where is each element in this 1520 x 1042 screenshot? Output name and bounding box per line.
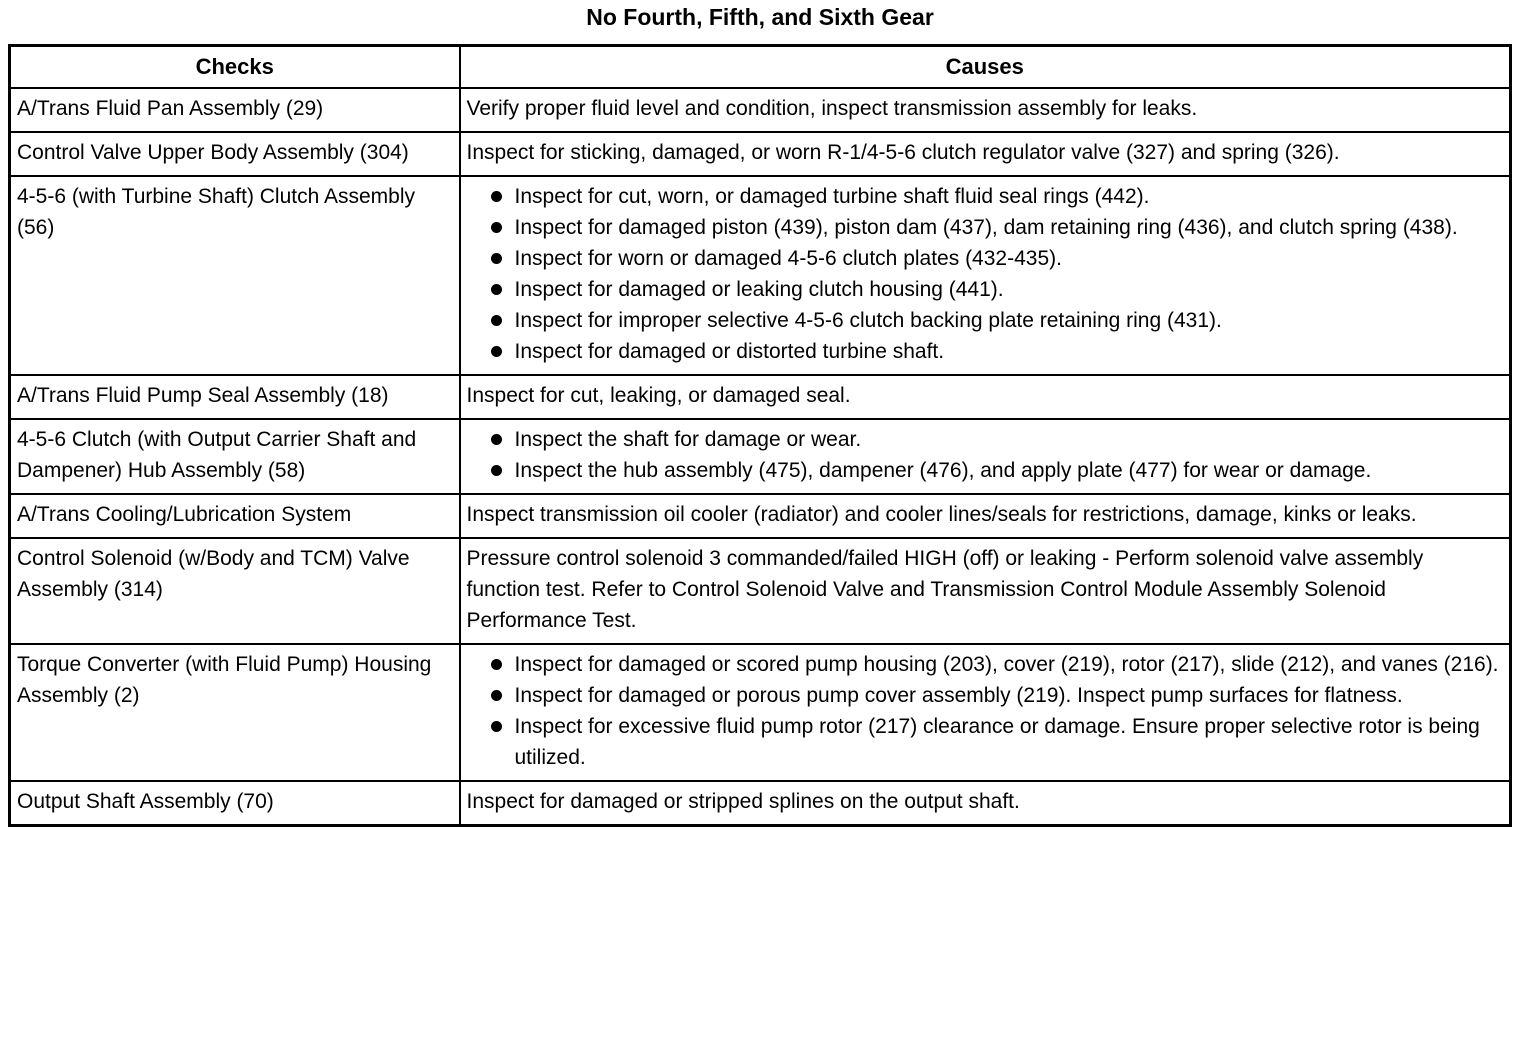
- cause-text: Inspect for damaged or stripped splines …: [466, 790, 1020, 813]
- table-row: A/Trans Fluid Pan Assembly (29) Verify pr…: [8, 87, 1512, 133]
- cause-bullet-item: Inspect for cut, worn, or damaged turbin…: [467, 181, 1502, 212]
- table-body: A/Trans Fluid Pan Assembly (29) Verify pr…: [8, 87, 1512, 827]
- cause-text: Inspect for sticking, damaged, or worn R…: [466, 141, 1340, 164]
- cause-bullet-text: Inspect the hub assembly (475), dampener…: [514, 459, 1372, 482]
- bullet-icon: [490, 346, 502, 357]
- bullet-icon: [490, 721, 502, 732]
- cause-bullet-text: Inspect the shaft for damage or wear.: [514, 428, 862, 451]
- cause-text: Verify proper fluid level and condition,…: [466, 97, 1198, 120]
- cause-text: Inspect transmission oil cooler (radiato…: [466, 503, 1417, 526]
- column-header-causes: Causes: [458, 44, 1512, 89]
- cause-bullet-item: Inspect the shaft for damage or wear.: [467, 424, 1502, 455]
- check-cell: Output Shaft Assembly (70): [8, 780, 461, 827]
- bullet-icon: [490, 191, 502, 202]
- cause-bullet-text: Inspect for damaged piston (439), piston…: [514, 216, 1458, 239]
- cause-cell: Inspect for damaged or scored pump housi…: [458, 643, 1512, 782]
- check-cell: Control Valve Upper Body Assembly (304): [8, 131, 461, 177]
- check-cell: 4-5-6 Clutch (with Output Carrier Shaft …: [8, 418, 461, 495]
- bullet-icon: [490, 284, 502, 295]
- cause-bullet-list: Inspect for damaged or scored pump housi…: [467, 649, 1502, 773]
- table-row: Torque Converter (with Fluid Pump) Housi…: [8, 643, 1512, 782]
- cause-bullet-text: Inspect for damaged or leaking clutch ho…: [514, 278, 1004, 301]
- cause-bullet-text: Inspect for damaged or scored pump housi…: [514, 653, 1499, 676]
- cause-bullet-text: Inspect for improper selective 4-5-6 clu…: [514, 309, 1222, 332]
- cause-cell: Pressure control solenoid 3 commanded/fa…: [458, 537, 1512, 645]
- check-cell: A/Trans Fluid Pan Assembly (29): [8, 87, 461, 133]
- check-cell: A/Trans Fluid Pump Seal Assembly (18): [8, 374, 461, 420]
- cause-cell: Inspect for damaged or stripped splines …: [458, 780, 1512, 827]
- bullet-icon: [490, 253, 502, 264]
- table-row: Control Solenoid (w/Body and TCM) Valve …: [8, 537, 1512, 645]
- cause-bullet-text: Inspect for cut, worn, or damaged turbin…: [514, 185, 1150, 208]
- bullet-icon: [490, 690, 502, 701]
- diagnostic-table: Checks Causes A/Trans Fluid Pan Assembly…: [8, 44, 1512, 827]
- check-cell: A/Trans Cooling/Lubrication System: [8, 493, 461, 539]
- cause-bullet-text: Inspect for worn or damaged 4-5-6 clutch…: [514, 247, 1062, 270]
- cause-bullet-item: Inspect for damaged or leaking clutch ho…: [467, 274, 1502, 305]
- check-cell: 4-5-6 (with Turbine Shaft) Clutch Assemb…: [8, 175, 461, 376]
- table-row: A/Trans Fluid Pump Seal Assembly (18) Ins…: [8, 374, 1512, 420]
- cause-cell: Inspect for sticking, damaged, or worn R…: [458, 131, 1512, 177]
- bullet-icon: [490, 659, 502, 670]
- table-row: A/Trans Cooling/Lubrication System Inspec…: [8, 493, 1512, 539]
- header-row: Checks Causes: [8, 44, 1512, 89]
- table-row: 4-5-6 (with Turbine Shaft) Clutch Assemb…: [8, 175, 1512, 376]
- bullet-icon: [490, 315, 502, 326]
- cause-bullet-item: Inspect for excessive fluid pump rotor (…: [467, 711, 1502, 773]
- cause-bullet-item: Inspect for worn or damaged 4-5-6 clutch…: [467, 243, 1502, 274]
- check-cell: Control Solenoid (w/Body and TCM) Valve …: [8, 537, 461, 645]
- page-title: No Fourth, Fifth, and Sixth Gear: [586, 4, 934, 30]
- bullet-icon: [490, 465, 502, 476]
- cause-bullet-text: Inspect for excessive fluid pump rotor (…: [514, 715, 1480, 769]
- cause-cell: Inspect for cut, leaking, or damaged sea…: [458, 374, 1512, 420]
- cause-cell: Inspect the shaft for damage or wear. Ins…: [458, 418, 1512, 495]
- table-row: Output Shaft Assembly (70) Inspect for da…: [8, 780, 1512, 827]
- cause-bullet-text: Inspect for damaged or distorted turbine…: [514, 340, 945, 363]
- cause-bullet-list: Inspect the shaft for damage or wear. Ins…: [467, 424, 1502, 486]
- bullet-icon: [490, 222, 502, 233]
- column-header-checks: Checks: [8, 44, 461, 89]
- cause-bullet-item: Inspect for improper selective 4-5-6 clu…: [467, 305, 1502, 336]
- bullet-icon: [490, 434, 502, 445]
- cause-bullet-list: Inspect for cut, worn, or damaged turbin…: [467, 181, 1502, 367]
- cause-text: Pressure control solenoid 3 commanded/fa…: [466, 547, 1424, 632]
- cause-cell: Inspect for cut, worn, or damaged turbin…: [458, 175, 1512, 376]
- cause-cell: Inspect transmission oil cooler (radiato…: [458, 493, 1512, 539]
- check-cell: Torque Converter (with Fluid Pump) Housi…: [8, 643, 461, 782]
- cause-bullet-item: Inspect for damaged or distorted turbine…: [467, 336, 1502, 367]
- cause-bullet-item: Inspect for damaged piston (439), piston…: [467, 212, 1502, 243]
- cause-cell: Verify proper fluid level and condition,…: [458, 87, 1512, 133]
- cause-bullet-item: Inspect for damaged or porous pump cover…: [467, 680, 1502, 711]
- table-row: 4-5-6 Clutch (with Output Carrier Shaft …: [8, 418, 1512, 495]
- cause-bullet-text: Inspect for damaged or porous pump cover…: [514, 684, 1403, 707]
- cause-text: Inspect for cut, leaking, or damaged sea…: [466, 384, 851, 407]
- cause-bullet-item: Inspect for damaged or scored pump housi…: [467, 649, 1502, 680]
- cause-bullet-item: Inspect the hub assembly (475), dampener…: [467, 455, 1502, 486]
- table-row: Control Valve Upper Body Assembly (304) I…: [8, 131, 1512, 177]
